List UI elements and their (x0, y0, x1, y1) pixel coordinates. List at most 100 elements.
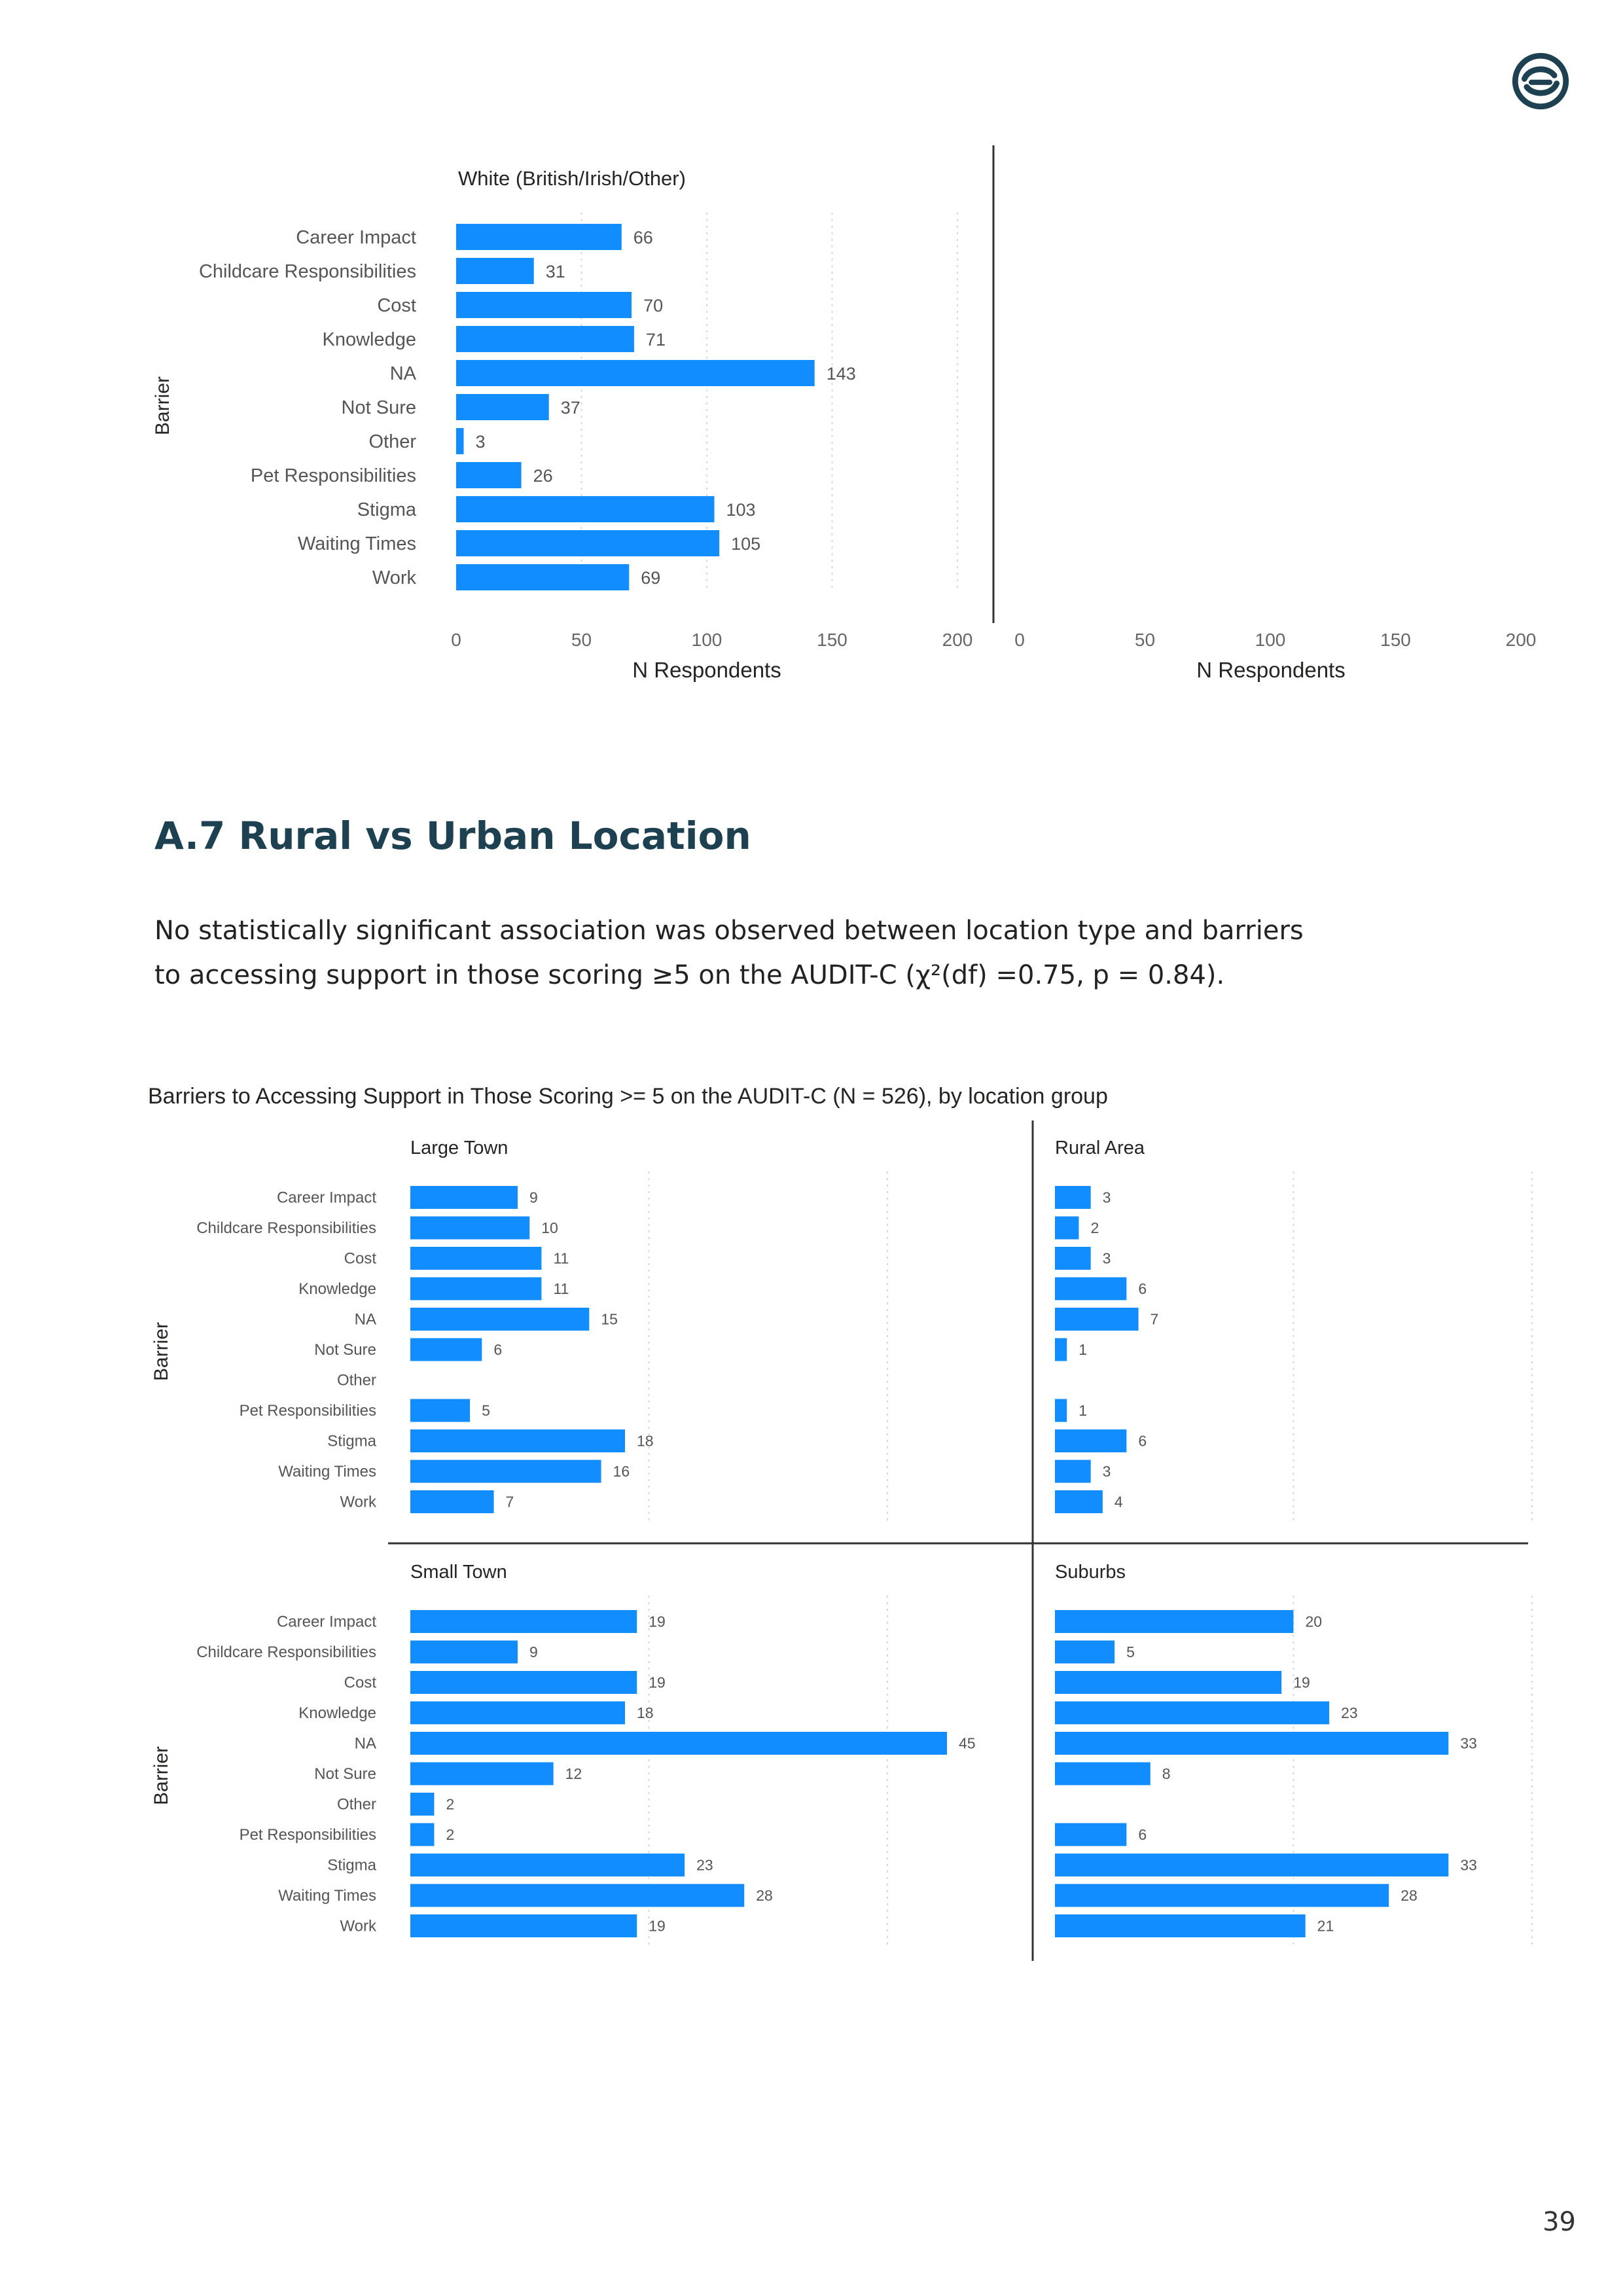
bar-suburbs-work (1055, 1914, 1306, 1937)
value-rural-area-cost: 3 (1103, 1250, 1111, 1267)
chart1-empty-panel-x-tick-label: 150 (1380, 630, 1411, 650)
panel-category-career-impact: Career Impact (277, 1613, 376, 1631)
value-small-town-cost: 19 (649, 1674, 666, 1691)
chart1-title: White (British/Irish/Other) (458, 167, 686, 190)
bar-small-town-not-sure (410, 1762, 554, 1785)
white-ethnicity-barrier-chart: White (British/Irish/Other) Barrier Care… (152, 145, 1537, 682)
value-large-town-childcare-responsibilities: 10 (541, 1219, 558, 1236)
brand-logo-icon (1512, 52, 1569, 110)
bar-small-town-pet-responsibilities (410, 1823, 435, 1846)
panel-category-career-impact: Career Impact (277, 1189, 376, 1207)
value-small-town-pet-responsibilities: 2 (446, 1826, 454, 1843)
chart1-x-tick-label: 200 (942, 630, 973, 650)
bar-large-town-pet-responsibilities (410, 1399, 471, 1422)
chart1-value-na: 143 (827, 364, 856, 384)
chart1-category-pet-responsibilities: Pet Responsibilities (251, 465, 416, 486)
value-large-town-stigma: 18 (637, 1433, 654, 1450)
value-large-town-cost: 11 (553, 1250, 569, 1267)
panel-category-cost: Cost (344, 1674, 377, 1692)
bar-suburbs-waiting-times (1055, 1884, 1389, 1907)
bar-small-town-childcare-responsibilities (410, 1640, 518, 1664)
chart1-value-career-impact: 66 (633, 228, 653, 247)
value-rural-area-childcare-responsibilities: 2 (1090, 1219, 1099, 1236)
chart1-value-childcare-responsibilities: 31 (546, 262, 565, 281)
chart1-value-not-sure: 37 (561, 398, 580, 418)
panel-category-childcare-responsibilities: Childcare Responsibilities (196, 1643, 376, 1661)
bar-large-town-not-sure (410, 1338, 482, 1361)
bar-rural-area-pet-responsibilities (1055, 1399, 1067, 1422)
value-rural-area-stigma: 6 (1138, 1433, 1147, 1450)
value-small-town-other: 2 (446, 1796, 454, 1813)
panel-category-knowledge: Knowledge (298, 1280, 376, 1298)
panel-category-not-sure: Not Sure (314, 1765, 376, 1783)
chart1-category-other: Other (368, 431, 416, 452)
chart1-bar-not-sure (456, 394, 549, 420)
bar-small-town-career-impact (410, 1610, 637, 1633)
value-small-town-work: 19 (649, 1918, 666, 1935)
value-suburbs-stigma: 33 (1460, 1857, 1477, 1874)
chart1-value-work: 69 (641, 568, 660, 588)
bar-suburbs-pet-responsibilities (1055, 1823, 1127, 1846)
value-suburbs-knowledge: 23 (1341, 1704, 1358, 1721)
bar-small-town-stigma (410, 1854, 685, 1876)
value-rural-area-not-sure: 1 (1079, 1341, 1087, 1358)
location-group-barrier-chart: Barriers to Accessing Support in Those S… (148, 1084, 1533, 1961)
bar-large-town-childcare-responsibilities (410, 1216, 530, 1240)
bar-large-town-stigma (410, 1429, 625, 1452)
panel-category-stigma: Stigma (327, 1857, 376, 1874)
value-rural-area-knowledge: 6 (1138, 1280, 1147, 1297)
value-large-town-knowledge: 11 (553, 1280, 569, 1297)
value-suburbs-work: 21 (1317, 1918, 1334, 1935)
chart1-category-na: NA (390, 363, 417, 384)
bar-rural-area-stigma (1055, 1429, 1127, 1452)
chart1-value-other: 3 (475, 432, 485, 452)
chart1-bar-career-impact (456, 224, 622, 250)
bar-rural-area-childcare-responsibilities (1055, 1216, 1079, 1240)
chart1-category-childcare-responsibilities: Childcare Responsibilities (199, 261, 416, 282)
bar-large-town-work (410, 1490, 494, 1513)
chart1-bar-na (456, 360, 815, 386)
bar-rural-area-waiting-times (1055, 1460, 1091, 1483)
chart1-bar-knowledge (456, 326, 634, 352)
chart1-bar-work (456, 564, 630, 590)
chart1-x-tick-label: 50 (571, 630, 592, 650)
bar-large-town-career-impact (410, 1186, 518, 1209)
value-suburbs-waiting-times: 28 (1400, 1887, 1418, 1904)
value-large-town-na: 15 (601, 1311, 618, 1328)
value-rural-area-na: 7 (1150, 1311, 1159, 1328)
chart1-bar-waiting-times (456, 530, 720, 556)
chart1-category-waiting-times: Waiting Times (298, 533, 416, 554)
bar-small-town-work (410, 1914, 637, 1937)
page-number: 39 (1543, 2207, 1576, 2237)
value-rural-area-pet-responsibilities: 1 (1079, 1402, 1087, 1419)
chart1-category-not-sure: Not Sure (342, 397, 416, 418)
chart1-x-tick-label: 150 (817, 630, 847, 650)
panel-title-rural-area: Rural Area (1055, 1138, 1145, 1158)
chart1-bar-stigma (456, 496, 715, 522)
chart1-y-axis-title: Barrier (152, 376, 173, 435)
chart1-x-axis-title: N Respondents (632, 658, 781, 682)
value-suburbs-career-impact: 20 (1305, 1613, 1322, 1630)
chart2-y-axis-title-top: Barrier (151, 1322, 172, 1381)
chart1-category-cost: Cost (377, 295, 416, 316)
chart1-bar-childcare-responsibilities (456, 258, 534, 284)
value-suburbs-not-sure: 8 (1162, 1765, 1171, 1782)
value-large-town-not-sure: 6 (493, 1341, 502, 1358)
panel-category-na: NA (355, 1311, 376, 1329)
panel-category-pet-responsibilities: Pet Responsibilities (240, 1826, 376, 1844)
value-small-town-na: 45 (959, 1735, 976, 1752)
bar-small-town-other (410, 1793, 435, 1816)
bar-suburbs-childcare-responsibilities (1055, 1640, 1115, 1664)
chart1-empty-panel-x-tick-label: 200 (1506, 630, 1537, 650)
panel-category-other: Other (337, 1372, 376, 1390)
value-large-town-work: 7 (506, 1494, 514, 1511)
value-suburbs-na: 33 (1460, 1735, 1477, 1752)
chart2-y-axis-title-bottom: Barrier (151, 1746, 172, 1805)
panel-title-small-town: Small Town (410, 1562, 507, 1583)
panel-category-pet-responsibilities: Pet Responsibilities (240, 1402, 376, 1420)
bar-rural-area-na (1055, 1308, 1139, 1331)
panel-title-suburbs: Suburbs (1055, 1562, 1126, 1583)
chart1-category-career-impact: Career Impact (296, 227, 416, 248)
panel-category-stigma: Stigma (327, 1433, 376, 1450)
panel-category-work: Work (340, 1918, 377, 1935)
